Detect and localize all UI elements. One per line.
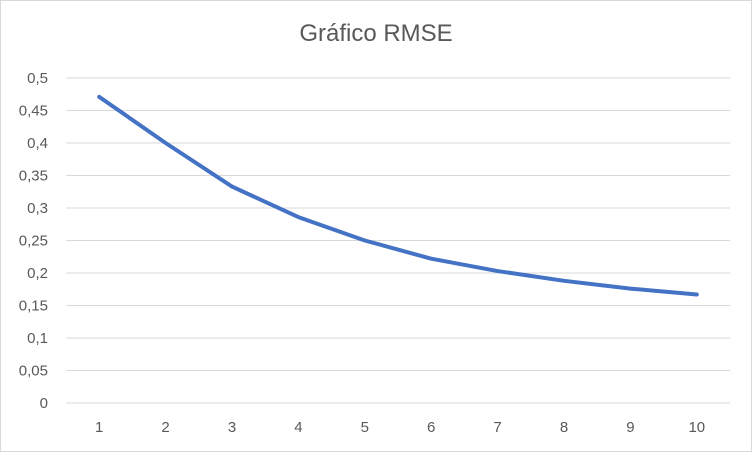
y-tick-label: 0,2 xyxy=(27,265,48,282)
gridlines xyxy=(66,77,730,404)
x-tick-label: 4 xyxy=(294,419,302,436)
y-tick-label: 0,5 xyxy=(27,70,48,87)
y-tick-label: 0,45 xyxy=(19,103,48,120)
y-tick-label: 0,15 xyxy=(19,298,48,315)
chart-title: Gráfico RMSE xyxy=(299,20,453,47)
series-line xyxy=(97,94,699,297)
y-tick-label: 0,1 xyxy=(27,330,48,347)
x-tick-label: 2 xyxy=(161,419,169,436)
y-tick-label: 0,05 xyxy=(19,363,48,380)
series-layer xyxy=(97,94,699,297)
y-tick-label: 0,4 xyxy=(27,135,48,152)
x-tick-label: 9 xyxy=(626,419,634,436)
x-tick-label: 7 xyxy=(493,419,501,436)
y-tick-label: 0,25 xyxy=(19,233,48,250)
x-tick-label: 10 xyxy=(688,419,705,436)
y-tick-label: 0,3 xyxy=(27,200,48,217)
x-tick-label: 6 xyxy=(427,419,435,436)
y-tick-label: 0,35 xyxy=(19,168,48,185)
x-tick-label: 8 xyxy=(560,419,568,436)
y-axis-tick-labels: 0 0,05 0,1 0,15 0,2 0,25 0,3 0,35 0,4 0,45 0,5 xyxy=(19,70,48,412)
y-tick-label: 0 xyxy=(40,395,48,412)
x-tick-label: 3 xyxy=(228,419,236,436)
x-tick-label: 5 xyxy=(361,419,369,436)
x-tick-label: 1 xyxy=(95,419,103,436)
x-axis-tick-labels: 1 2 3 4 5 6 7 8 9 10 xyxy=(95,419,705,436)
